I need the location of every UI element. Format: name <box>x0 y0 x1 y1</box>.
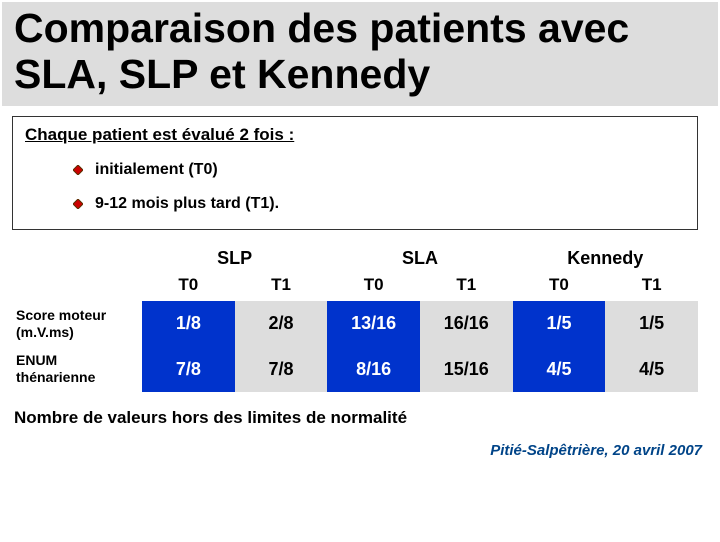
footer-citation: Pitié-Salpêtrière, 20 avril 2007 <box>0 442 702 459</box>
sub-header: T0 <box>327 273 420 301</box>
cell: 1/8 <box>142 301 235 347</box>
page-title: Comparaison des patients avec SLA, SLP e… <box>14 6 706 98</box>
intro-box: Chaque patient est évalué 2 fois : initi… <box>12 116 698 230</box>
cell: 2/8 <box>235 301 328 347</box>
cell: 15/16 <box>420 346 513 392</box>
sub-header-row: T0 T1 T0 T1 T0 T1 <box>12 273 698 301</box>
diamond-bullet-icon <box>73 165 83 175</box>
bullet-item: 9-12 mois plus tard (T1). <box>73 195 685 213</box>
bullet-label: 9-12 mois plus tard (T1). <box>95 195 279 213</box>
cell: 16/16 <box>420 301 513 347</box>
sub-header: T0 <box>142 273 235 301</box>
table-caption: Nombre de valeurs hors des limites de no… <box>14 408 706 428</box>
sub-header: T1 <box>235 273 328 301</box>
cell: 1/5 <box>605 301 698 347</box>
group-header: Kennedy <box>513 244 698 273</box>
sub-header: T1 <box>605 273 698 301</box>
diamond-bullet-icon <box>73 199 83 209</box>
cell: 1/5 <box>513 301 606 347</box>
group-header-row: SLP SLA Kennedy <box>12 244 698 273</box>
group-header: SLP <box>142 244 327 273</box>
row-label: Score moteur (m.V.ms) <box>12 301 142 347</box>
group-header: SLA <box>327 244 512 273</box>
sub-header: T1 <box>420 273 513 301</box>
comparison-table: SLP SLA Kennedy T0 T1 T0 T1 T0 T1 Score … <box>12 244 698 392</box>
cell: 7/8 <box>142 346 235 392</box>
table-row: ENUM thénarienne 7/8 7/8 8/16 15/16 4/5 … <box>12 346 698 392</box>
table-row: Score moteur (m.V.ms) 1/8 2/8 13/16 16/1… <box>12 301 698 347</box>
cell: 8/16 <box>327 346 420 392</box>
intro-lead: Chaque patient est évalué 2 fois : <box>25 125 685 145</box>
sub-header: T0 <box>513 273 606 301</box>
title-block: Comparaison des patients avec SLA, SLP e… <box>2 2 718 106</box>
row-label: ENUM thénarienne <box>12 346 142 392</box>
cell: 13/16 <box>327 301 420 347</box>
cell: 4/5 <box>513 346 606 392</box>
bullet-item: initialement (T0) <box>73 161 685 179</box>
cell: 4/5 <box>605 346 698 392</box>
cell: 7/8 <box>235 346 328 392</box>
bullet-label: initialement (T0) <box>95 161 218 179</box>
